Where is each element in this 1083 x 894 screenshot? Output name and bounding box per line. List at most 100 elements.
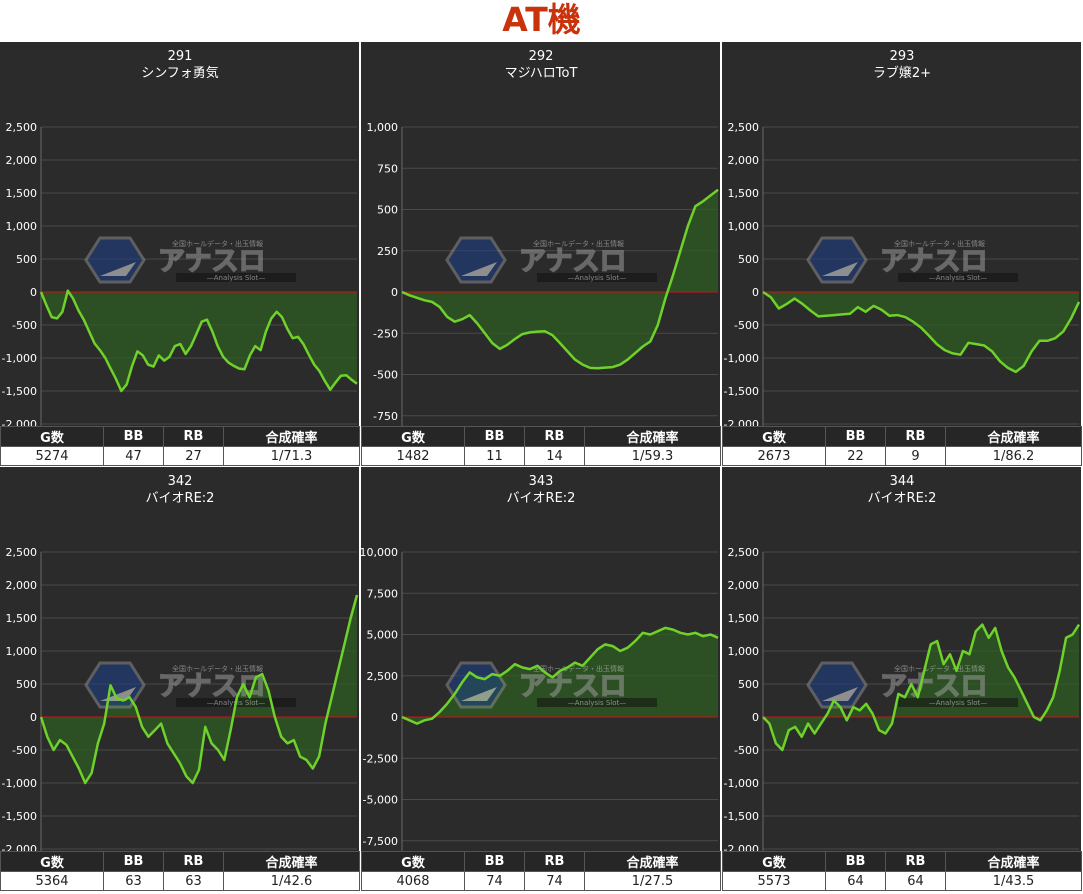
line-chart: 344 バイオRE:2 2,500 2,000 1,500 1,000 500 0 -500 -1… bbox=[724, 474, 1081, 851]
y-tick-label: -1,000 bbox=[2, 777, 37, 790]
machine-name: バイオRE:2 bbox=[507, 491, 576, 506]
stats-header-cell: 合成確率 bbox=[945, 851, 1082, 872]
chart-area: 291 シンフォ勇気 2,500 2,000 1,500 1,000 500 0 -500 -1,… bbox=[0, 42, 359, 426]
y-tick-label: 500 bbox=[738, 253, 759, 266]
y-tick-label: -500 bbox=[12, 319, 37, 332]
chart-area: 342 バイオRE:2 2,500 2,000 1,500 1,000 500 0 -500 -1… bbox=[0, 467, 359, 851]
series-line bbox=[762, 290, 1081, 374]
stats-value-cell: 1482 bbox=[361, 446, 465, 466]
stats-value-cell: 2673 bbox=[722, 446, 826, 466]
y-tick-label: 1,000 bbox=[367, 121, 399, 134]
arrow-icon bbox=[461, 262, 497, 276]
watermark-top: 全国ホールデータ・出玉情報 bbox=[172, 239, 263, 248]
stats-header-cell: RB bbox=[885, 851, 946, 872]
stats-header-row: G数 BB RB 合成確率 bbox=[361, 426, 721, 447]
y-tick-label: 1,000 bbox=[728, 645, 760, 658]
stats-value-row: 5364 63 63 1/42.6 bbox=[0, 871, 360, 891]
series-line bbox=[39, 594, 359, 785]
y-tick-label: 0 bbox=[752, 286, 759, 299]
page-title: AT機 bbox=[502, 0, 581, 39]
stats-value-cell: 5364 bbox=[0, 871, 104, 891]
stats-header-cell: RB bbox=[163, 426, 224, 447]
y-tick-label: 1,500 bbox=[728, 612, 760, 625]
watermark-sub: —Analysis Slot— bbox=[929, 274, 987, 282]
stats-table: G数 BB RB 合成確率 4068 74 74 1/27.5 bbox=[361, 851, 721, 891]
y-tick-label: -500 bbox=[734, 744, 759, 757]
hexagon-icon bbox=[445, 236, 507, 284]
stats-header-cell: RB bbox=[885, 426, 946, 447]
stats-header-row: G数 BB RB 合成確率 bbox=[0, 426, 360, 447]
y-tick-label: -750 bbox=[373, 410, 398, 423]
machine-name: マジハロToT bbox=[505, 66, 578, 81]
machine-name: バイオRE:2 bbox=[868, 491, 937, 506]
series-line bbox=[401, 188, 719, 370]
stats-table: G数 BB RB 合成確率 5364 63 63 1/42.6 bbox=[0, 851, 360, 891]
watermark-sub-bg bbox=[176, 273, 296, 282]
y-tick-label: 2,500 bbox=[367, 670, 399, 683]
stats-value-cell: 11 bbox=[464, 446, 525, 466]
y-tick-label: 2,000 bbox=[6, 154, 38, 167]
y-tick-label: -500 bbox=[734, 319, 759, 332]
y-tick-label: 250 bbox=[377, 245, 398, 258]
y-tick-label: 1,500 bbox=[728, 187, 760, 200]
area-fill bbox=[41, 594, 357, 783]
stats-value-cell: 64 bbox=[825, 871, 886, 891]
machine-number: 344 bbox=[890, 474, 915, 489]
stats-value-cell: 1/42.6 bbox=[223, 871, 360, 891]
stats-header-row: G数 BB RB 合成確率 bbox=[722, 851, 1082, 872]
y-tick-label: 0 bbox=[391, 286, 398, 299]
hexagon-icon bbox=[806, 661, 868, 709]
watermark-top: 全国ホールデータ・出玉情報 bbox=[172, 664, 263, 673]
machine-number: 293 bbox=[890, 49, 915, 64]
y-tick-label: 1,000 bbox=[6, 645, 38, 658]
y-tick-label: -500 bbox=[373, 369, 398, 382]
watermark-top: 全国ホールデータ・出玉情報 bbox=[533, 239, 624, 248]
line-chart: 342 バイオRE:2 2,500 2,000 1,500 1,000 500 0 -500 -1… bbox=[2, 474, 359, 851]
stats-header-cell: BB bbox=[825, 851, 886, 872]
stats-value-row: 5573 64 64 1/43.5 bbox=[722, 871, 1082, 891]
stats-header-cell: BB bbox=[103, 851, 164, 872]
stats-header-cell: 合成確率 bbox=[223, 426, 360, 447]
chart-panel-293: 293 ラブ嬢2+ 2,500 2,000 1,500 1,000 500 0 -500 -1,0… bbox=[722, 42, 1082, 466]
y-tick-label: 1,500 bbox=[6, 612, 38, 625]
stats-header-cell: RB bbox=[163, 851, 224, 872]
watermark-sub: —Analysis Slot— bbox=[207, 274, 265, 282]
y-tick-label: -1,000 bbox=[724, 352, 759, 365]
y-tick-label: 2,500 bbox=[728, 121, 760, 134]
hexagon-icon bbox=[84, 236, 146, 284]
stats-value-row: 4068 74 74 1/27.5 bbox=[361, 871, 721, 891]
series-line bbox=[762, 623, 1081, 752]
stats-table: G数 BB RB 合成確率 2673 22 9 1/86.2 bbox=[722, 426, 1082, 466]
y-tick-label: -250 bbox=[373, 327, 398, 340]
stats-header-cell: G数 bbox=[361, 426, 465, 447]
stats-header-cell: BB bbox=[825, 426, 886, 447]
y-tick-label: 500 bbox=[377, 204, 398, 217]
y-tick-label: 2,000 bbox=[728, 154, 760, 167]
stats-value-cell: 1/86.2 bbox=[945, 446, 1082, 466]
y-tick-label: 0 bbox=[30, 711, 37, 724]
arrow-icon bbox=[100, 262, 136, 276]
area-fill bbox=[402, 189, 718, 369]
stats-value-row: 1482 11 14 1/59.3 bbox=[361, 446, 721, 466]
y-tick-label: 5,000 bbox=[367, 629, 399, 642]
machine-number: 342 bbox=[168, 474, 193, 489]
area-fill bbox=[41, 290, 357, 391]
chart-panel-344: 344 バイオRE:2 2,500 2,000 1,500 1,000 500 0 -500 -1… bbox=[722, 467, 1082, 891]
chart-panel-292: 292マジハロToT1,0007505002500-250-500-750-1,… bbox=[361, 42, 721, 466]
watermark-top: 全国ホールデータ・出玉情報 bbox=[894, 239, 985, 248]
y-tick-label: -2,000 bbox=[2, 418, 37, 426]
watermark-sub-bg bbox=[537, 273, 657, 282]
stats-value-cell: 5274 bbox=[0, 446, 104, 466]
y-tick-label: -2,000 bbox=[724, 843, 759, 851]
stats-value-row: 5274 47 27 1/71.3 bbox=[0, 446, 360, 466]
y-tick-label: 10,000 bbox=[361, 546, 398, 559]
stats-table: G数 BB RB 合成確率 5274 47 27 1/71.3 bbox=[0, 426, 360, 466]
y-tick-label: -5,000 bbox=[363, 794, 398, 807]
stats-header-row: G数 BB RB 合成確率 bbox=[0, 851, 360, 872]
stats-value-cell: 27 bbox=[163, 446, 224, 466]
